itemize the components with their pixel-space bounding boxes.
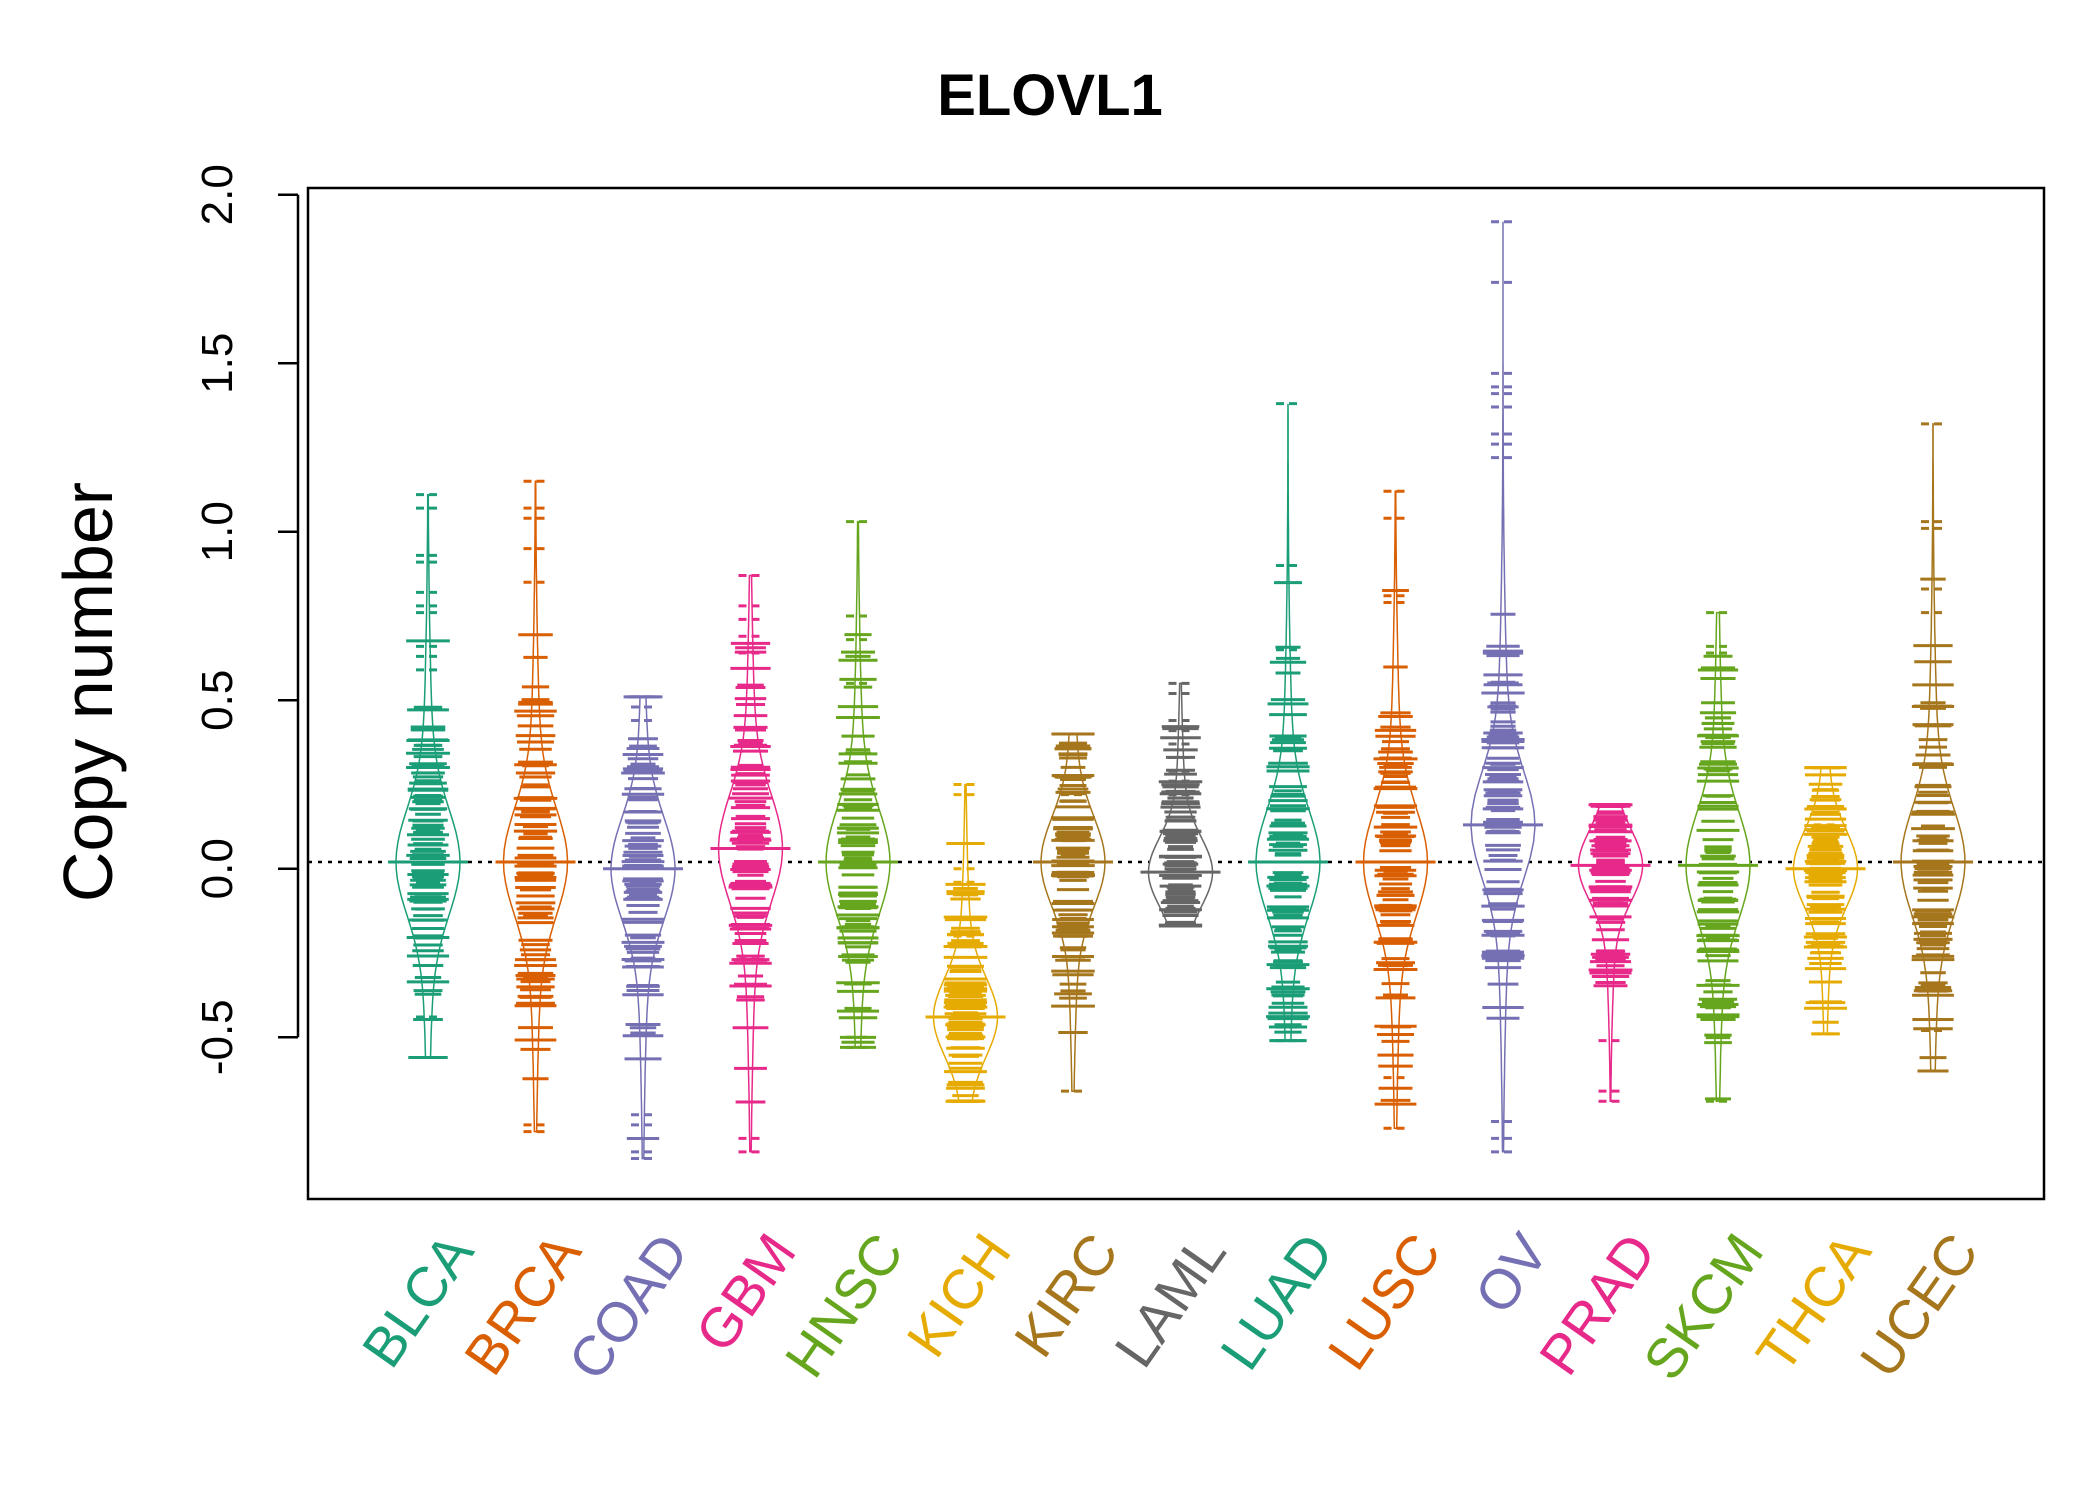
y-tick-label: 2.0 (193, 164, 242, 225)
bean-luad (1248, 402, 1328, 1043)
plot-frame (306, 186, 2046, 1201)
bean-brca (495, 479, 576, 1134)
x-tick-label: LAML (1102, 1222, 1238, 1378)
bean-hnsc (818, 520, 898, 1049)
x-tick-label: UCEC (1848, 1222, 1991, 1388)
bean-outline (1040, 733, 1106, 1092)
x-tick-label: LUAD (1208, 1222, 1345, 1381)
y-axis: -0.5 0.0 0.5 1.0 1.5 2.0 (193, 164, 300, 1075)
bean-ucec (1893, 422, 1973, 1073)
bean-kirc (1033, 732, 1113, 1093)
bean-gbm (710, 574, 791, 1154)
x-tick-label: LUSC (1315, 1222, 1452, 1381)
bean-outline (1362, 490, 1429, 1129)
y-tick-label: -0.5 (193, 999, 242, 1075)
y-tick-label: 1.5 (193, 333, 242, 394)
bean-blca (388, 493, 468, 1059)
y-tick-label: 1.0 (193, 501, 242, 562)
x-tick-label: HNSC (773, 1222, 916, 1388)
y-axis-label: Copy number (49, 482, 127, 902)
x-tick-label: KICH (894, 1222, 1022, 1368)
bean-thca (1785, 766, 1866, 1036)
chart-title: ELOVL1 (937, 63, 1163, 128)
y-tick-label: 0.0 (193, 838, 242, 899)
bean-outline (1470, 221, 1536, 1153)
bean-group (388, 220, 1973, 1161)
bean-skcm (1678, 611, 1758, 1103)
x-tick-label: COAD (556, 1222, 700, 1391)
y-tick-label: 0.5 (193, 670, 242, 731)
bean-prad (1570, 803, 1651, 1103)
bean-outline (1255, 403, 1321, 1042)
x-tick-label: SKCM (1631, 1222, 1775, 1391)
x-tick-label: OV (1462, 1222, 1560, 1325)
bean-coad (603, 695, 683, 1161)
bean-kich (925, 782, 1006, 1103)
bean-ov (1463, 220, 1543, 1154)
bean-lusc (1355, 489, 1436, 1130)
bean-outline (502, 480, 569, 1133)
bean-outline (825, 520, 891, 1049)
bean-laml (1140, 681, 1221, 928)
